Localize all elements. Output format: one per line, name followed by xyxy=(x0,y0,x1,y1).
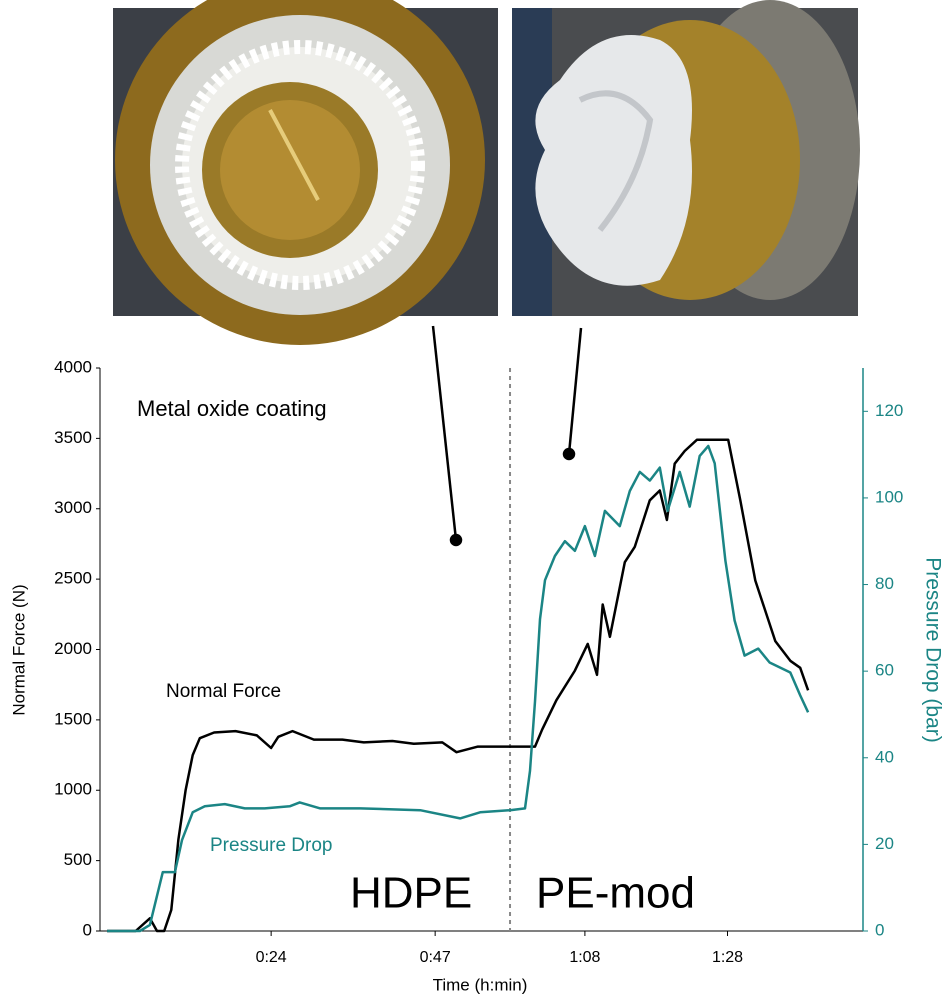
y-tick-label: 4000 xyxy=(54,357,92,376)
y-tick-label: 3000 xyxy=(54,498,92,517)
x-tick-label: 1:08 xyxy=(569,949,600,966)
annotation: PE-mod xyxy=(536,869,695,918)
y2-tick-label: 20 xyxy=(875,834,894,853)
y-tick-label: 0 xyxy=(83,920,92,939)
annotation: Metal oxide coating xyxy=(137,396,327,421)
y2-tick-label: 0 xyxy=(875,920,884,939)
x-tick-label: 0:47 xyxy=(420,949,451,966)
y-tick-label: 2000 xyxy=(54,639,92,658)
annotation: Pressure Drop xyxy=(210,835,333,856)
y2-axis-label: Pressure Drop (bar) xyxy=(921,557,944,743)
y2-tick-label: 80 xyxy=(875,574,894,593)
y-tick-label: 500 xyxy=(64,850,92,869)
photo-pe-mod xyxy=(512,0,860,316)
y2-tick-label: 120 xyxy=(875,401,903,420)
leader-lines xyxy=(433,326,581,545)
annotation: Normal Force xyxy=(166,681,281,702)
photo-hdpe xyxy=(113,0,498,345)
chart: Normal Force (N) Pressure Drop (bar) Tim… xyxy=(0,0,946,1000)
y2-tick-label: 60 xyxy=(875,661,894,680)
x-tick-label: 0:24 xyxy=(256,949,287,966)
y-axis-label: Normal Force (N) xyxy=(9,584,28,715)
x-tick-label: 1:28 xyxy=(712,949,743,966)
y-tick-label: 1500 xyxy=(54,709,92,728)
x-axis-label: Time (h:min) xyxy=(433,975,528,994)
y2-tick-label: 100 xyxy=(875,487,903,506)
y-tick-label: 1000 xyxy=(54,780,92,799)
y-tick-label: 2500 xyxy=(54,569,92,588)
y2-tick-label: 40 xyxy=(875,747,894,766)
annotation: HDPE xyxy=(350,869,472,918)
y-tick-label: 3500 xyxy=(54,428,92,447)
